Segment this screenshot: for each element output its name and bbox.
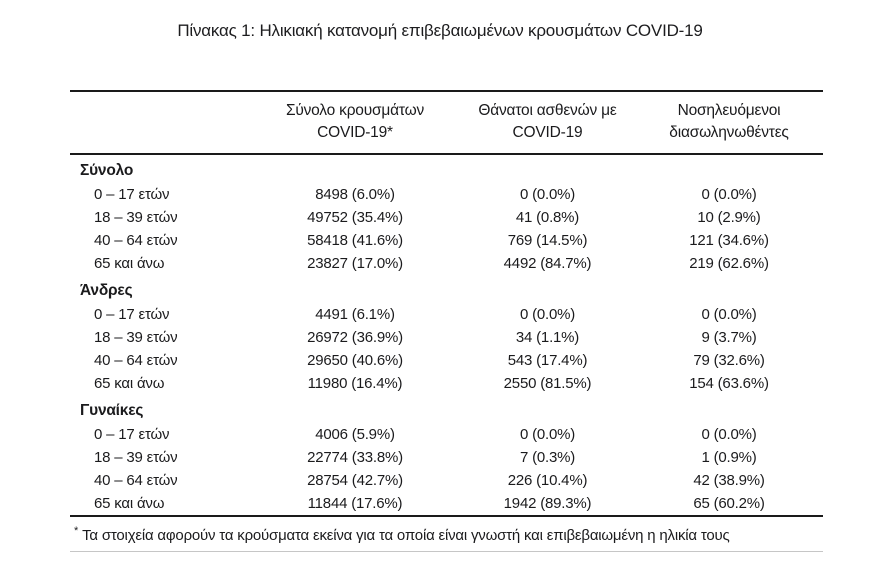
covid-age-table: Σύνολο κρουσμάτων COVID-19* Θάνατοι ασθε…: [70, 90, 823, 552]
age-cell: 18 – 39 ετών: [94, 209, 178, 226]
intubated-cell: 1 (0.9%): [701, 449, 757, 466]
cases-cell: 23827 (17.0%): [307, 255, 403, 272]
intubated-cell: 42 (38.9%): [693, 472, 765, 489]
header-intubated-cell: Νοσηλευόμενοι διασωληνωθέντες: [635, 91, 823, 155]
deaths-cell: 0 (0.0%): [519, 426, 576, 443]
table-row: 65 και άνω 23827 (17.0%) 4492 (84.7%) 219 (…: [70, 252, 823, 275]
section-label: Άνδρες: [80, 282, 133, 299]
table-footnote: * Τα στοιχεία αφορούν τα κρούσματα εκείνα…: [70, 517, 823, 552]
age-cell: 65 και άνω: [94, 375, 165, 392]
cases-cell: 4491 (6.1%): [315, 306, 395, 323]
header-cases-cell: Σύνολο κρουσμάτων COVID-19*: [250, 91, 460, 155]
section-label: Γυναίκες: [80, 402, 144, 419]
cases-cell: 28754 (42.7%): [307, 472, 403, 489]
header-cases-line2: COVID-19*: [317, 124, 393, 141]
table-row: 0 – 17 ετών 8498 (6.0%) 0 (0.0%) 0 (0.0%): [70, 183, 823, 206]
intubated-cell: 0 (0.0%): [701, 186, 757, 203]
deaths-cell: 769 (14.5%): [507, 232, 588, 249]
table-row: 65 και άνω 11980 (16.4%) 2550 (81.5%) 154 (…: [70, 372, 823, 395]
header-row: Σύνολο κρουσμάτων COVID-19* Θάνατοι ασθε…: [70, 91, 823, 155]
deaths-cell: 0 (0.0%): [519, 306, 576, 323]
cases-cell: 49752 (35.4%): [307, 209, 403, 226]
cases-cell: 29650 (40.6%): [307, 352, 403, 369]
deaths-cell: 41 (0.8%): [515, 209, 580, 226]
footnote-text: Τα στοιχεία αφορούν τα κρούσματα εκείνα …: [82, 527, 730, 544]
intubated-cell: 79 (32.6%): [693, 352, 765, 369]
cases-cell: 11844 (17.6%): [307, 495, 403, 512]
age-cell: 40 – 64 ετών: [94, 232, 178, 249]
cases-cell: 8498 (6.0%): [315, 186, 395, 203]
deaths-cell: 4492 (84.7%): [503, 255, 592, 272]
deaths-cell: 226 (10.4%): [507, 472, 588, 489]
cases-cell: 4006 (5.9%): [315, 426, 395, 443]
intubated-cell: 219 (62.6%): [689, 255, 769, 272]
intubated-cell: 154 (63.6%): [689, 375, 769, 392]
table-body: Σύνολο 0 – 17 ετών 8498 (6.0%) 0 (0.0%) 0 (0…: [70, 154, 823, 516]
footnote-marker: *: [74, 525, 79, 537]
age-cell: 65 και άνω: [94, 495, 165, 512]
age-cell: 0 – 17 ετών: [94, 186, 170, 203]
table-row: 40 – 64 ετών 28754 (42.7%) 226 (10.4%) 42 (…: [70, 469, 823, 492]
cases-cell: 11980 (16.4%): [307, 375, 403, 392]
intubated-cell: 9 (3.7%): [701, 329, 757, 346]
header-deaths-line2: COVID-19: [512, 124, 583, 141]
cases-cell: 26972 (36.9%): [307, 329, 403, 346]
deaths-cell: 0 (0.0%): [519, 186, 576, 203]
cases-cell: 22774 (33.8%): [307, 449, 403, 466]
table-header: Σύνολο κρουσμάτων COVID-19* Θάνατοι ασθε…: [70, 91, 823, 155]
table-row: 18 – 39 ετών 26972 (36.9%) 34 (1.1%) 9 (3.7…: [70, 326, 823, 349]
intubated-cell: 10 (2.9%): [697, 209, 761, 226]
age-cell: 0 – 17 ετών: [94, 426, 170, 443]
age-cell: 0 – 17 ετών: [94, 306, 170, 323]
age-cell: 40 – 64 ετών: [94, 352, 178, 369]
report-page: Πίνακας 1: Ηλικιακή κατανομή επιβεβαιωμέ…: [0, 21, 880, 567]
age-cell: 18 – 39 ετών: [94, 449, 178, 466]
data-table: Σύνολο κρουσμάτων COVID-19* Θάνατοι ασθε…: [70, 90, 823, 517]
intubated-cell: 65 (60.2%): [693, 495, 765, 512]
table-row: 40 – 64 ετών 29650 (40.6%) 543 (17.4%) 79 (…: [70, 349, 823, 372]
intubated-cell: 0 (0.0%): [701, 426, 757, 443]
intubated-cell: 0 (0.0%): [701, 306, 757, 323]
table-row: 0 – 17 ετών 4491 (6.1%) 0 (0.0%) 0 (0.0%): [70, 303, 823, 326]
header-empty-cell: [70, 91, 250, 155]
age-cell: 65 και άνω: [94, 255, 165, 272]
header-deaths-line1: Θάνατοι ασθενών με: [478, 102, 617, 119]
header-cases-line1: Σύνολο κρουσμάτων: [285, 102, 425, 119]
table-title: Πίνακας 1: Ηλικιακή κατανομή επιβεβαιωμέ…: [177, 21, 703, 40]
cases-cell: 58418 (41.6%): [307, 232, 403, 249]
table-row: 18 – 39 ετών 49752 (35.4%) 41 (0.8%) 10 (2.…: [70, 206, 823, 229]
age-cell: 18 – 39 ετών: [94, 329, 178, 346]
deaths-cell: 7 (0.3%): [519, 449, 576, 466]
deaths-cell: 543 (17.4%): [507, 352, 588, 369]
intubated-cell: 121 (34.6%): [689, 232, 769, 249]
section-row: Σύνολο: [70, 154, 823, 183]
header-deaths-cell: Θάνατοι ασθενών με COVID-19: [460, 91, 635, 155]
table-row: 40 – 64 ετών 58418 (41.6%) 769 (14.5%) 121 …: [70, 229, 823, 252]
section-label: Σύνολο: [80, 162, 134, 179]
section-row: Άνδρες: [70, 275, 823, 303]
deaths-cell: 1942 (89.3%): [503, 495, 592, 512]
header-intubated-line2: διασωληνωθέντες: [669, 124, 789, 141]
table-row: 65 και άνω 11844 (17.6%) 1942 (89.3%) 65 (6…: [70, 492, 823, 516]
header-intubated-line1: Νοσηλευόμενοι: [677, 102, 781, 119]
deaths-cell: 2550 (81.5%): [503, 375, 592, 392]
table-row: 18 – 39 ετών 22774 (33.8%) 7 (0.3%) 1 (0.9%…: [70, 446, 823, 469]
deaths-cell: 34 (1.1%): [515, 329, 580, 346]
table-row: 0 – 17 ετών 4006 (5.9%) 0 (0.0%) 0 (0.0%): [70, 423, 823, 446]
age-cell: 40 – 64 ετών: [94, 472, 178, 489]
section-row: Γυναίκες: [70, 395, 823, 423]
